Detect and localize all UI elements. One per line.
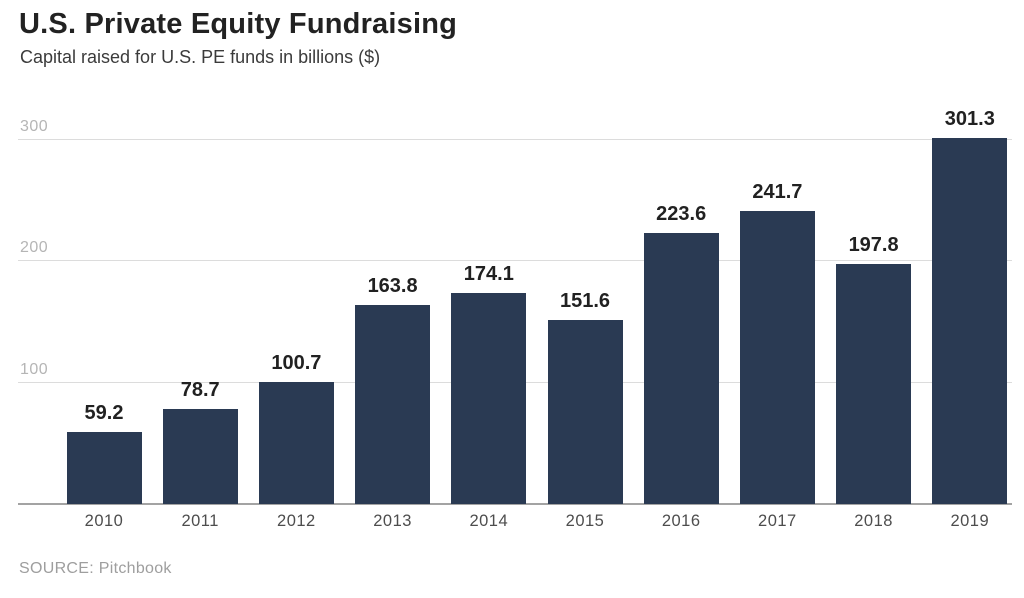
bar-value-label: 163.8	[367, 275, 418, 298]
x-axis-tick-label: 2012	[277, 512, 316, 530]
y-axis-tick-label: 200	[20, 239, 49, 257]
bar-2018	[836, 264, 912, 504]
x-axis-tick-label: 2019	[950, 512, 990, 530]
bar-value-label: 78.7	[180, 378, 220, 401]
x-axis-tick-label: 2014	[469, 512, 509, 530]
x-axis-tick-label: 2016	[661, 512, 701, 530]
bar-value-label: 151.6	[559, 290, 611, 313]
bar-value-label: 197.8	[848, 234, 899, 257]
bar-2012	[258, 381, 334, 504]
x-axis-line	[18, 503, 1012, 505]
y-axis-tick-label: 300	[20, 118, 49, 135]
x-axis-tick-label: 2013	[373, 512, 412, 530]
gridline-y-300	[18, 139, 1012, 140]
x-axis-tick-label: 2018	[854, 512, 893, 530]
bar-2014	[451, 292, 527, 504]
x-axis-tick-label: 2011	[181, 512, 219, 530]
y-axis-tick-label: 100	[20, 360, 49, 378]
chart-subtitle: Capital raised for U.S. PE funds in bill…	[20, 47, 381, 67]
bar-2015	[547, 320, 623, 504]
bar-value-label: 100.7	[271, 351, 322, 374]
bar-value-label: 241.7	[752, 180, 803, 203]
x-axis-tick-label: 2015	[565, 512, 605, 530]
bar-2011	[162, 408, 238, 504]
bar-2016	[643, 232, 719, 504]
bar-2017	[739, 210, 815, 504]
x-axis-tick-label: 2010	[84, 512, 124, 530]
bar-value-label: 301.3	[944, 108, 995, 131]
bar-value-label: 174.1	[463, 262, 514, 285]
bar-2019	[932, 138, 1008, 504]
x-axis-tick-label: 2017	[758, 512, 797, 530]
bar-value-label: 223.6	[656, 202, 707, 225]
bar-2013	[355, 305, 431, 504]
bar-value-label: 59.2	[84, 402, 124, 425]
plot-area: 100 200 300 59.2 2010 78.7 2011 100.7 2012 163.8 2…	[18, 90, 1012, 530]
source-credit: SOURCE: Pitchbook	[19, 560, 172, 577]
chart-title: U.S. Private Equity Fundraising	[19, 8, 458, 40]
bar-2010	[66, 432, 142, 504]
gridline-y-200	[18, 260, 1012, 262]
